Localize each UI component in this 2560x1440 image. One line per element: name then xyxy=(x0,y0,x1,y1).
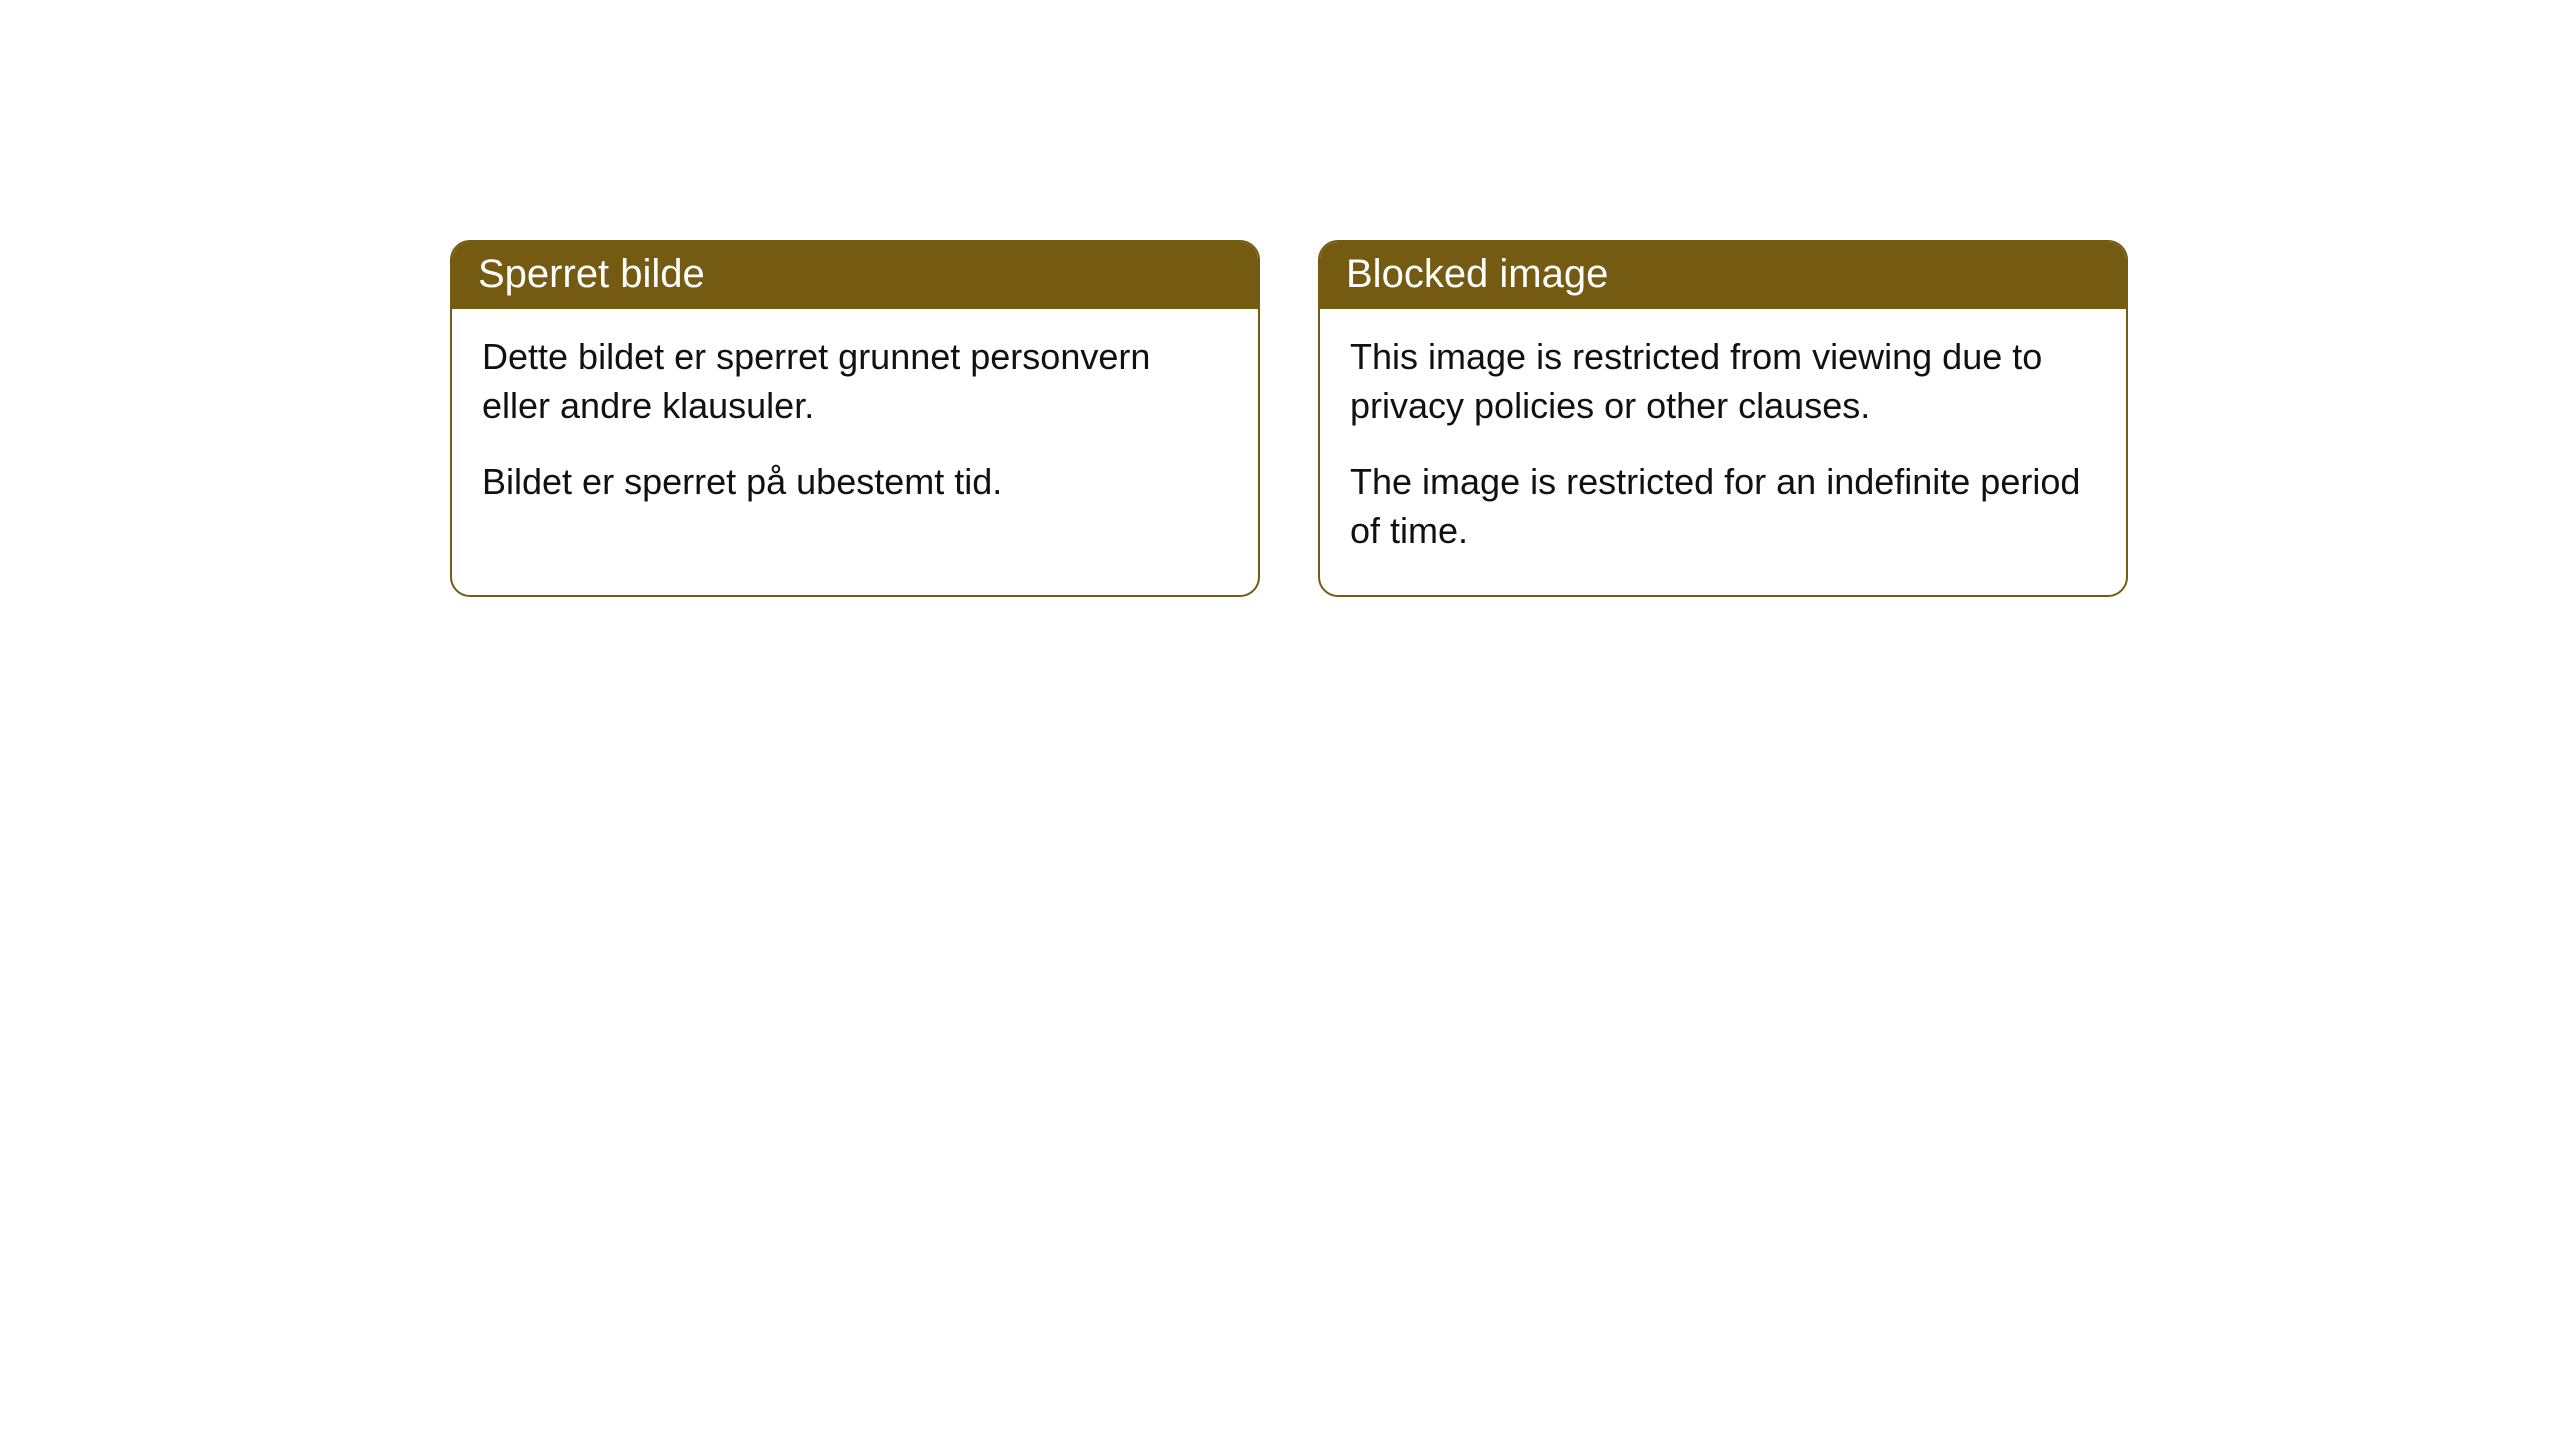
card-paragraph-no-2: Bildet er sperret på ubestemt tid. xyxy=(482,458,1228,507)
card-title-no: Sperret bilde xyxy=(478,252,705,296)
card-body-no: Dette bildet er sperret grunnet personve… xyxy=(452,309,1258,547)
cards-container: Sperret bilde Dette bildet er sperret gr… xyxy=(0,0,2560,597)
card-paragraph-no-1: Dette bildet er sperret grunnet personve… xyxy=(482,333,1228,430)
card-title-en: Blocked image xyxy=(1346,252,1608,296)
card-body-en: This image is restricted from viewing du… xyxy=(1320,309,2126,595)
blocked-image-card-no: Sperret bilde Dette bildet er sperret gr… xyxy=(450,240,1260,597)
blocked-image-card-en: Blocked image This image is restricted f… xyxy=(1318,240,2128,597)
card-paragraph-en-1: This image is restricted from viewing du… xyxy=(1350,333,2096,430)
card-header-en: Blocked image xyxy=(1320,242,2126,309)
card-paragraph-en-2: The image is restricted for an indefinit… xyxy=(1350,458,2096,555)
card-header-no: Sperret bilde xyxy=(452,242,1258,309)
